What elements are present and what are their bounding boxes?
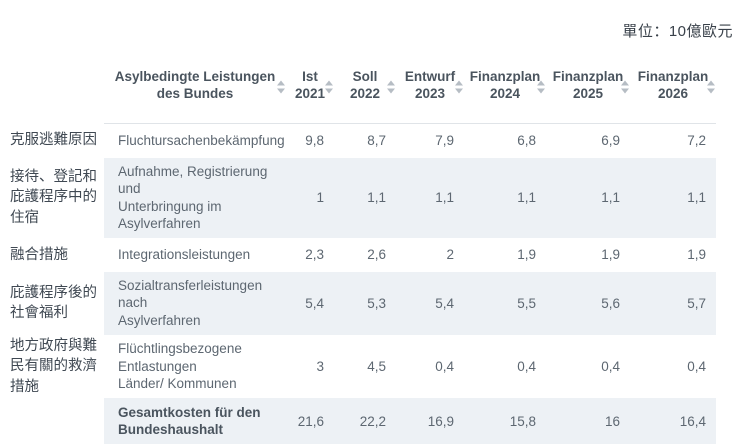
sort-asc-icon: [325, 80, 333, 86]
sort-asc-icon: [707, 80, 715, 86]
header-row: Asylbedingte Leistungen des Bundes Ist 2…: [0, 50, 716, 125]
column-header-label: Ist 2021: [294, 68, 326, 102]
program-cell: Gesamtkosten für den Bundeshaushalt: [104, 398, 286, 444]
page: 單位：10億歐元 Asylbedingte Leistungen des Bun…: [10, 23, 733, 444]
sort-icon[interactable]: [537, 80, 545, 94]
program-cell: Fluchtursachenbekämpfung: [118, 133, 285, 149]
value-cell: 0,4: [517, 358, 536, 374]
sort-desc-icon: [387, 88, 395, 94]
sort-icon[interactable]: [707, 80, 715, 94]
value-cell: 3: [316, 358, 324, 374]
sort-asc-icon: [277, 80, 285, 86]
value-cell: 7,2: [687, 133, 706, 149]
value-cell: 16: [546, 398, 630, 444]
program-cell: Aufnahme, Registrierung und Unterbringun…: [104, 157, 286, 238]
value-cell: 5,4: [396, 271, 464, 335]
program-cell: Sozialtransferleistungen nach Asylverfah…: [104, 271, 286, 335]
value-cell: 2: [446, 247, 454, 263]
column-header-label: Entwurf 2023: [404, 68, 456, 102]
sort-icon[interactable]: [325, 80, 333, 94]
col-header-entwurf-2023[interactable]: Entwurf 2023: [396, 50, 464, 125]
sort-asc-icon: [621, 80, 629, 86]
sort-desc-icon: [455, 88, 463, 94]
row-category-label: 接待、登記和庇護程序中的住宿: [0, 157, 104, 238]
row-category-label: 庇護程序後的社會福利: [0, 271, 104, 335]
value-cell: 16,4: [630, 398, 716, 444]
table-row: 融合措施 Integrationsleistungen 2,3 2,6 2 1,…: [0, 237, 716, 272]
value-cell: 5,4: [286, 271, 334, 335]
sort-desc-icon: [621, 88, 629, 94]
row-category-label: 克服逃難原因: [0, 123, 104, 158]
sort-desc-icon: [277, 88, 285, 94]
value-cell: 22,2: [334, 398, 396, 444]
col-header-ist-2021[interactable]: Ist 2021: [286, 50, 334, 125]
value-cell: 16,9: [396, 398, 464, 444]
column-header-label: Finanzplan 2026: [637, 68, 709, 102]
col-header-finanzplan-2026[interactable]: Finanzplan 2026: [630, 50, 716, 125]
table-row: 克服逃難原因 Fluchtursachenbekämpfung 9,8 8,7 …: [0, 123, 716, 158]
sort-asc-icon: [455, 80, 463, 86]
table-row: 接待、登記和庇護程序中的住宿 Aufnahme, Registrierung u…: [0, 157, 716, 238]
value-cell: 0,4: [601, 358, 620, 374]
value-cell: 1: [286, 157, 334, 238]
value-cell: 1,1: [630, 157, 716, 238]
sort-asc-icon: [537, 80, 545, 86]
value-cell: 0,4: [435, 358, 454, 374]
sort-desc-icon: [325, 88, 333, 94]
column-header-label: Finanzplan 2024: [469, 68, 541, 102]
program-cell: Flüchtlingsbezogene Entlastungen Länder/…: [118, 341, 242, 392]
value-cell: 2,3: [305, 247, 324, 263]
col-header-soll-2022[interactable]: Soll 2022: [334, 50, 396, 125]
row-category-label: [0, 398, 104, 444]
row-category-label: 地方政府與難民有關的救濟措施: [0, 334, 104, 399]
budget-table: Asylbedingte Leistungen des Bundes Ist 2…: [0, 50, 716, 444]
unit-label: 單位：10億歐元: [622, 23, 733, 40]
sort-desc-icon: [537, 88, 545, 94]
col-header-finanzplan-2025[interactable]: Finanzplan 2025: [546, 50, 630, 125]
sort-icon[interactable]: [387, 80, 395, 94]
col-header-finanzplan-2024[interactable]: Finanzplan 2024: [464, 50, 546, 125]
value-cell: 4,5: [367, 358, 386, 374]
value-cell: 5,7: [630, 271, 716, 335]
value-cell: 1,9: [517, 247, 536, 263]
sort-asc-icon: [387, 80, 395, 86]
value-cell: 6,9: [601, 133, 620, 149]
value-cell: 5,6: [546, 271, 630, 335]
corner-cell: [0, 50, 104, 124]
sort-icon[interactable]: [277, 80, 285, 94]
value-cell: 5,3: [334, 271, 396, 335]
table-row: 地方政府與難民有關的救濟措施 Flüchtlingsbezogene Entla…: [0, 334, 716, 399]
sort-icon[interactable]: [455, 80, 463, 94]
value-cell: 2,6: [367, 247, 386, 263]
value-cell: 0,4: [687, 358, 706, 374]
col-header-program[interactable]: Asylbedingte Leistungen des Bundes: [104, 50, 286, 125]
table-row: 庇護程序後的社會福利 Sozialtransferleistungen nach…: [0, 271, 716, 335]
table-row-total: Gesamtkosten für den Bundeshaushalt 21,6…: [0, 398, 716, 444]
value-cell: 1,1: [334, 157, 396, 238]
value-cell: 7,9: [435, 133, 454, 149]
value-cell: 21,6: [286, 398, 334, 444]
value-cell: 1,1: [546, 157, 630, 238]
column-header-label: Finanzplan 2025: [552, 68, 624, 102]
sort-desc-icon: [707, 88, 715, 94]
column-header-label: Asylbedingte Leistungen des Bundes: [114, 68, 276, 102]
value-cell: 9,8: [305, 133, 324, 149]
value-cell: 1,1: [396, 157, 464, 238]
value-cell: 8,7: [367, 133, 386, 149]
value-cell: 6,8: [517, 133, 536, 149]
row-category-label: 融合措施: [0, 237, 104, 272]
value-cell: 15,8: [464, 398, 546, 444]
value-cell: 1,9: [687, 247, 706, 263]
value-cell: 5,5: [464, 271, 546, 335]
sort-icon[interactable]: [621, 80, 629, 94]
program-cell: Integrationsleistungen: [118, 247, 251, 263]
value-cell: 1,9: [601, 247, 620, 263]
value-cell: 1,1: [464, 157, 546, 238]
column-header-label: Soll 2022: [349, 68, 381, 102]
